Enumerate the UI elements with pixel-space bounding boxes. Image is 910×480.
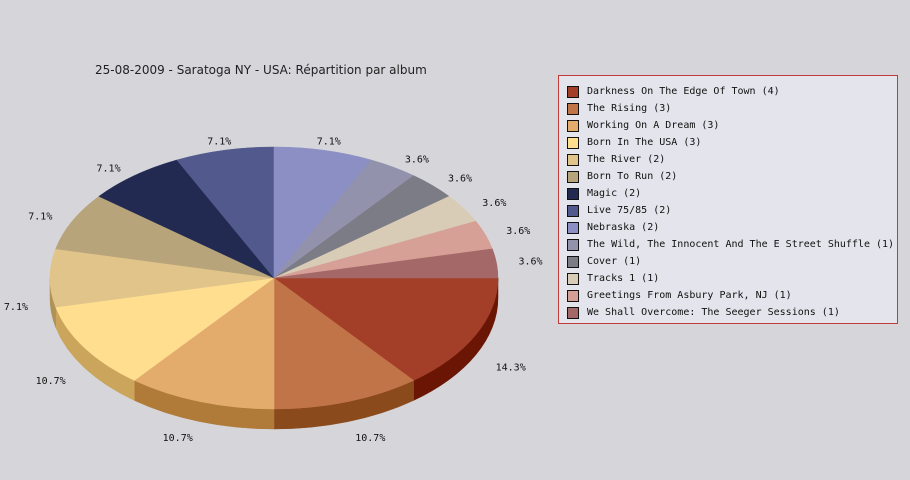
legend-swatch	[567, 85, 579, 98]
legend-label: Born In The USA (3)	[587, 137, 702, 148]
pie-slice-nebraska-2	[273, 146, 372, 279]
legend-label: The Wild, The Innocent And The E Street …	[587, 239, 895, 250]
pie-slice-working-on-a-dream-3	[133, 277, 275, 410]
pie-pct-label: 10.7%	[36, 376, 66, 387]
legend-swatch	[567, 170, 579, 183]
legend-label: The Rising (3)	[587, 103, 672, 114]
pie-slice-the-river-2	[49, 248, 275, 308]
pie-pct-label: 3.6%	[405, 154, 429, 165]
legend-label: We Shall Overcome: The Seeger Sessions (…	[587, 307, 840, 318]
legend-swatch	[567, 136, 579, 149]
legend-label: Live 75/85 (2)	[587, 205, 672, 216]
legend-item: Working On A Dream (3)	[567, 117, 897, 134]
legend: Darkness On The Edge Of Town (4) The Risi…	[558, 75, 898, 324]
legend-label: Darkness On The Edge Of Town (4)	[587, 86, 780, 97]
pie-pct-label: 14.3%	[496, 362, 526, 373]
pie-pct-label: 3.6%	[506, 226, 530, 237]
legend-item: Darkness On The Edge Of Town (4)	[567, 83, 897, 100]
pie-pct-label: 3.6%	[448, 174, 472, 185]
legend-item: Magic (2)	[567, 185, 897, 202]
legend-item: Nebraska (2)	[567, 219, 897, 236]
legend-swatch	[567, 272, 579, 285]
pie-labels: 14.3% 10.7% 10.7% 10.7% 7.1% 7.1% 7.1% 7.1% 7.1%…	[4, 136, 543, 444]
pie-slice-born-to-run-2	[55, 196, 275, 279]
pie-pct-label: 7.1%	[207, 136, 231, 147]
legend-item: The River (2)	[567, 151, 897, 168]
legend-item: The Rising (3)	[567, 100, 897, 117]
legend-swatch	[567, 255, 579, 268]
pie-slice-darkness-on-the-edge-of-town-4	[273, 277, 499, 381]
chart-title: 25-08-2009 - Saratoga NY - USA: Répartit…	[95, 63, 427, 77]
pie-pct-label: 7.1%	[4, 302, 28, 313]
legend-swatch	[567, 221, 579, 234]
legend-swatch	[567, 238, 579, 251]
legend-label: Nebraska (2)	[587, 222, 660, 233]
pie-pct-label: 3.6%	[482, 198, 506, 209]
pie-slice-live-75-85-2	[176, 146, 275, 279]
legend-label: Cover (1)	[587, 256, 642, 267]
pie-slice-the-rising-3	[273, 277, 415, 410]
legend-swatch	[567, 102, 579, 115]
pie-pct-label: 7.1%	[28, 212, 52, 223]
legend-label: The River (2)	[587, 154, 666, 165]
legend-item: The Wild, The Innocent And The E Street …	[567, 236, 897, 253]
legend-item: Tracks 1 (1)	[567, 270, 897, 287]
legend-label: Greetings From Asbury Park, NJ (1)	[587, 290, 792, 301]
pie-slices	[49, 146, 499, 410]
pie-pct-label: 10.7%	[355, 433, 385, 444]
legend-item: We Shall Overcome: The Seeger Sessions (…	[567, 304, 897, 321]
legend-swatch	[567, 204, 579, 217]
pie-pct-label: 7.1%	[317, 136, 341, 147]
legend-item: Greetings From Asbury Park, NJ (1)	[567, 287, 897, 304]
legend-swatch	[567, 187, 579, 200]
pie-slice-magic-2	[98, 159, 275, 279]
pie-pct-label: 10.7%	[163, 433, 193, 444]
legend-item: Live 75/85 (2)	[567, 202, 897, 219]
legend-item: Born In The USA (3)	[567, 134, 897, 151]
legend-label: Working On A Dream (3)	[587, 120, 720, 131]
legend-item: Born To Run (2)	[567, 168, 897, 185]
pie-pct-label: 3.6%	[518, 256, 542, 267]
legend-label: Born To Run (2)	[587, 171, 678, 182]
legend-swatch	[567, 289, 579, 302]
pie-slice-born-in-the-usa-3	[55, 277, 275, 381]
legend-swatch	[567, 306, 579, 319]
pie-pct-label: 7.1%	[97, 163, 121, 174]
legend-item: Cover (1)	[567, 253, 897, 270]
legend-swatch	[567, 153, 579, 166]
legend-label: Magic (2)	[587, 188, 642, 199]
pie-slice-we-shall-overcome-the-seeger-sessions-1	[273, 248, 499, 279]
legend-swatch	[567, 119, 579, 132]
legend-label: Tracks 1 (1)	[587, 273, 660, 284]
